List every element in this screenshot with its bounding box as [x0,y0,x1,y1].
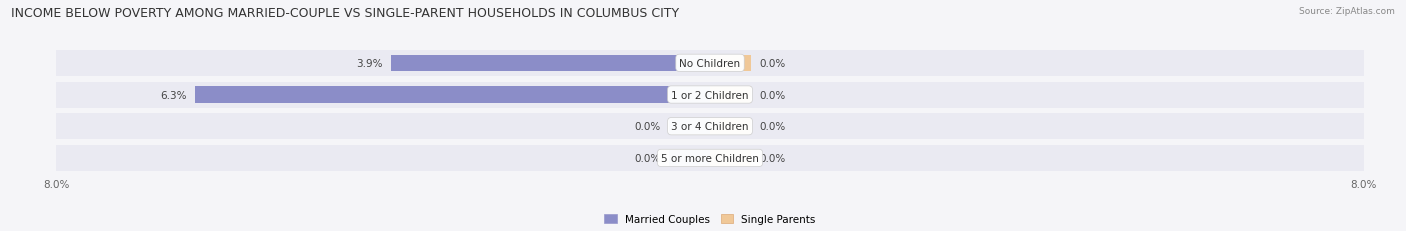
Text: 0.0%: 0.0% [759,122,786,132]
Bar [710,150,751,166]
Text: 5 or more Children: 5 or more Children [661,153,759,163]
Legend: Married Couples, Single Parents: Married Couples, Single Parents [600,210,820,229]
Bar [56,145,1364,171]
Text: 3.9%: 3.9% [357,59,382,69]
Bar [195,87,710,103]
Bar [56,51,1364,76]
Text: 0.0%: 0.0% [759,153,786,163]
Text: No Children: No Children [679,59,741,69]
Text: INCOME BELOW POVERTY AMONG MARRIED-COUPLE VS SINGLE-PARENT HOUSEHOLDS IN COLUMBU: INCOME BELOW POVERTY AMONG MARRIED-COUPL… [11,7,679,20]
Bar [669,119,710,135]
Text: 1 or 2 Children: 1 or 2 Children [671,90,749,100]
Text: 0.0%: 0.0% [759,59,786,69]
Text: 0.0%: 0.0% [759,90,786,100]
Bar [669,150,710,166]
Bar [710,87,751,103]
Bar [56,82,1364,108]
Text: 6.3%: 6.3% [160,90,187,100]
Bar [710,55,751,72]
Text: 0.0%: 0.0% [634,122,661,132]
Bar [710,119,751,135]
Bar [56,114,1364,140]
Bar [391,55,710,72]
Text: 0.0%: 0.0% [634,153,661,163]
Text: Source: ZipAtlas.com: Source: ZipAtlas.com [1299,7,1395,16]
Text: 3 or 4 Children: 3 or 4 Children [671,122,749,132]
